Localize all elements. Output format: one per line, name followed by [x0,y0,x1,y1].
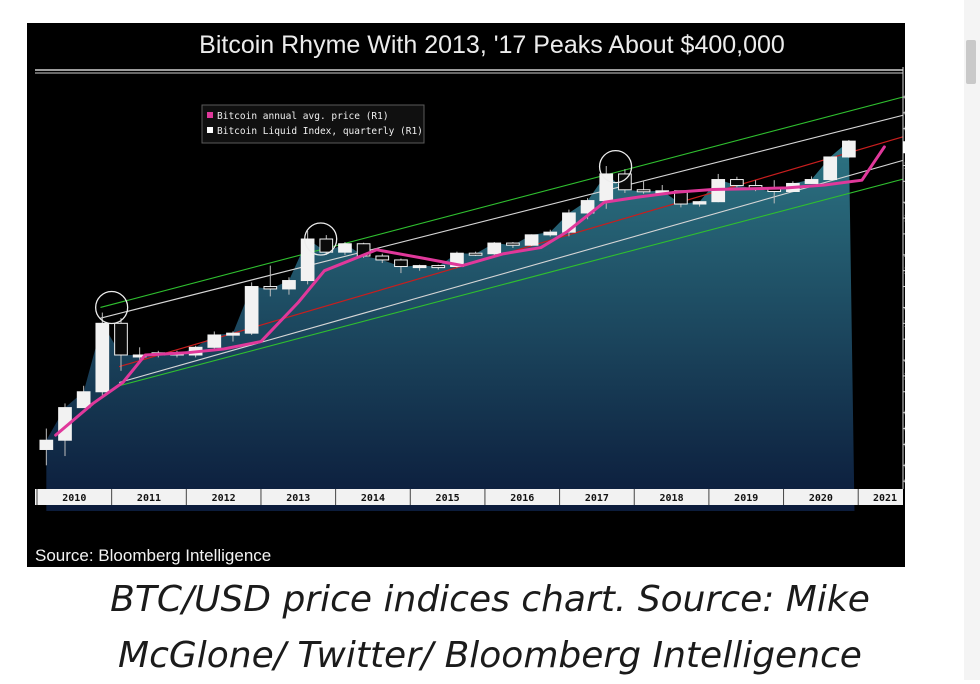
y-tick-label: 2000 [904,214,905,225]
peak-circle-1 [304,222,338,256]
x-tick-label: 2021 [873,493,897,504]
x-tick-label: 2016 [510,493,534,504]
channel-inner-lower-line [118,159,904,384]
candle-16 [338,243,352,253]
candle-21 [431,265,446,269]
y-tick-label: 0.2 [904,424,905,435]
x-tick-label: 2017 [585,493,609,504]
y-tick-label: 1000 [904,229,905,240]
candle-18 [375,255,390,261]
candle-3 [95,322,110,393]
annual-avg-line [54,145,886,437]
quarterly-candles [39,139,856,466]
peak-circle-2 [598,149,633,184]
y-tick-label: 20000 [904,161,905,172]
channel-inner-upper-line [100,114,904,319]
y-tick-label: 40 [904,303,905,314]
last-value-box [903,141,905,154]
price-area-fill [46,141,855,511]
channel-outer-lower-line [118,178,904,387]
bitcoin-price-chart: Bitcoin Rhyme With 2013, '17 Peaks About… [27,23,905,567]
x-tick-label: 2014 [361,493,385,504]
candle-35 [692,201,707,205]
x-tick-label: 2010 [62,493,86,504]
scrollbar-track[interactable] [964,0,980,680]
scrollbar-thumb[interactable] [966,40,976,84]
peak-circles [95,149,633,325]
y-tick-label: 400 [904,250,905,261]
candle-2 [76,391,91,409]
channel-outer-upper-line [100,96,904,309]
candle-15 [319,238,334,253]
candle-26 [524,234,539,246]
candle-24 [487,242,502,255]
candle-30 [599,173,614,202]
candle-25 [506,242,520,246]
price-area [46,141,855,511]
legend-box [201,104,425,144]
candle-27 [543,231,558,236]
chart-source: Source: Bloomberg Intelligence [35,546,271,565]
caption-line-2: McGlone/ Twitter/ Bloomberg Intelligence [118,635,862,676]
candle-42 [823,156,838,181]
candle-37 [730,179,744,187]
candle-12 [263,286,278,290]
candle-20 [412,265,427,269]
y-axis: 0.400M 0.2M 0.1M 20000 10000 4000 2000 1000 400 2… [902,67,905,489]
annual-avg-polyline [54,145,886,437]
y-tick-label: 100 [904,282,905,293]
y-tick-label: 0.1M [904,124,905,135]
candle-41 [804,179,819,184]
peak-circle-0 [95,290,129,325]
candle-23 [468,252,483,256]
candle-14 [300,238,315,282]
x-axis: 2010 2011 2012 2013 2014 2015 2016 2017 2018 2019… [35,489,903,505]
y-tick-label: 10 [904,335,905,346]
y-tick-label: 0.400M [904,93,905,104]
x-tick-label: 2015 [436,493,460,504]
y-tick-label: 200 [904,266,905,277]
y-tick-label: 0.2M [904,108,905,119]
candle-13 [282,280,296,290]
candle-32 [636,189,651,193]
y-tick-label: 0.4 [904,408,905,419]
last-value-marker: 44369 [903,141,905,154]
x-axis-bar [35,489,903,505]
x-tick-label: 2019 [734,493,758,504]
y-tick-label: 4 [904,356,905,367]
y-tick-label: 20 [904,319,905,330]
y-tick-label: 4000 [904,198,905,209]
y-tick-label: 1.00 [904,387,905,398]
candle-9 [207,334,222,348]
x-tick-label: 2012 [212,493,236,504]
candle-19 [394,259,408,268]
legend: Bitcoin annual avg. price (R1) Bitcoin L… [201,104,425,144]
caption-line-1: BTC/USD price indices chart. Source: Mik… [110,579,870,620]
chart-container: Bitcoin Rhyme With 2013, '17 Peaks About… [27,23,905,567]
legend-swatch-avg [207,112,213,118]
candle-10 [226,332,240,336]
legend-entry-avg: Bitcoin annual avg. price (R1) [217,111,389,122]
candle-4 [114,322,128,356]
y-tick-label: 2.00 [904,371,905,382]
chart-title: Bitcoin Rhyme With 2013, '17 Peaks About… [199,31,785,59]
y-tick-label: 0.02 [904,477,905,488]
y-tick-label: 10000 [904,177,905,188]
y-tick-label: 0.1 [904,440,905,451]
legend-swatch-index [207,127,213,133]
candle-0 [39,439,54,450]
x-tick-label: 2018 [660,493,684,504]
x-tick-label: 2020 [809,493,833,504]
candle-1 [58,407,72,441]
candle-29 [580,200,595,214]
image-caption: BTC/USD price indices chart. Source: Mik… [0,572,980,684]
x-tick-label: 2013 [286,493,310,504]
candle-11 [244,286,259,334]
y-tick-label: 0.04 [904,461,905,472]
x-tick-label: 2011 [137,493,161,504]
legend-entry-index: Bitcoin Liquid Index, quarterly (R1) [217,126,423,137]
candle-43 [842,140,856,158]
